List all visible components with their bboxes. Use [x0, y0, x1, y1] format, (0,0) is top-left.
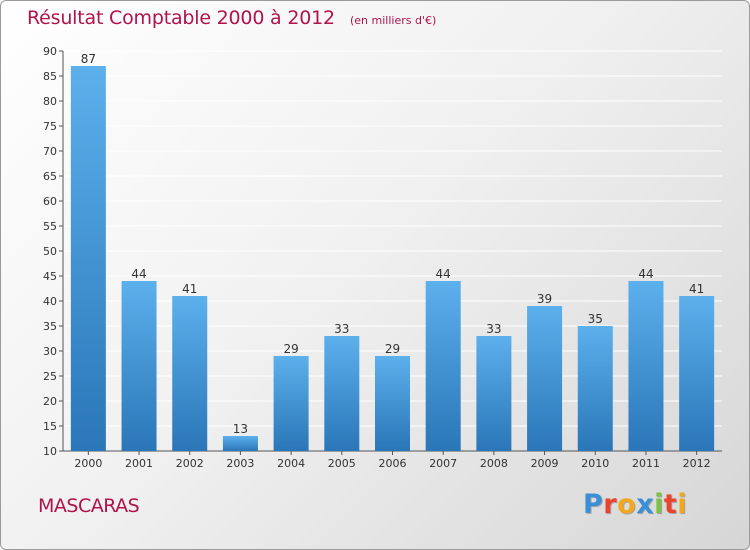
logo-letter: x [636, 489, 655, 520]
y-tick-label: 60 [43, 195, 57, 208]
logo-letter: i [677, 489, 688, 520]
x-tick-label: 2009 [531, 457, 559, 470]
value-label: 13 [233, 422, 248, 436]
y-tick-label: 85 [43, 70, 57, 83]
logo-letter: r [603, 489, 618, 520]
y-tick-label: 55 [43, 220, 57, 233]
logo-letter: t [663, 489, 678, 520]
bar [476, 336, 512, 451]
bar [679, 296, 715, 451]
bar [324, 336, 360, 451]
value-label: 44 [436, 267, 451, 281]
chart-title: Résultat Comptable 2000 à 2012 (en milli… [27, 7, 436, 29]
x-tick-label: 2008 [480, 457, 508, 470]
value-label: 44 [131, 267, 146, 281]
x-tick-label: 2004 [277, 457, 305, 470]
value-label: 29 [385, 342, 400, 356]
y-tick-label: 10 [43, 445, 57, 458]
y-tick-label: 80 [43, 95, 57, 108]
proxiti-logo: Proxiti [583, 489, 687, 520]
commune-name: MASCARAS [38, 495, 140, 517]
value-label: 39 [537, 292, 552, 306]
y-tick-label: 90 [43, 45, 57, 58]
y-tick-label: 20 [43, 395, 57, 408]
y-tick-label: 15 [43, 420, 57, 433]
x-tick-label: 2011 [632, 457, 660, 470]
x-tick-label: 2003 [226, 457, 254, 470]
value-label: 87 [81, 52, 96, 66]
x-tick-label: 2000 [74, 457, 102, 470]
y-tick-label: 45 [43, 270, 57, 283]
bar [577, 326, 613, 451]
value-label: 33 [486, 322, 501, 336]
y-tick-label: 70 [43, 145, 57, 158]
bar [121, 281, 157, 451]
logo-letter: P [583, 489, 604, 520]
bar [628, 281, 664, 451]
bar [222, 436, 258, 451]
bar [425, 281, 461, 451]
y-tick-label: 35 [43, 320, 57, 333]
value-label: 29 [283, 342, 298, 356]
y-tick-label: 40 [43, 295, 57, 308]
x-tick-label: 2007 [429, 457, 457, 470]
bar [375, 356, 410, 451]
bar [70, 66, 106, 451]
value-label: 35 [588, 312, 603, 326]
bar [527, 306, 563, 451]
x-tick-label: 2002 [176, 457, 204, 470]
x-tick-label: 2006 [379, 457, 407, 470]
x-tick-label: 2001 [125, 457, 153, 470]
y-tick-label: 75 [43, 120, 57, 133]
y-tick-label: 65 [43, 170, 57, 183]
value-label: 41 [182, 282, 197, 296]
y-tick-label: 50 [43, 245, 57, 258]
value-label: 41 [689, 282, 704, 296]
value-label: 44 [638, 267, 653, 281]
logo-letter: o [617, 489, 637, 520]
bar [273, 356, 309, 451]
chart-title-unit: (en milliers d'€) [349, 14, 437, 27]
bar [172, 296, 208, 451]
x-tick-label: 2005 [328, 457, 356, 470]
chart-title-main: Résultat Comptable 2000 à 2012 [27, 7, 335, 29]
y-tick-label: 25 [43, 370, 57, 383]
x-tick-label: 2010 [581, 457, 609, 470]
value-label: 33 [334, 322, 349, 336]
logo-letter: i [654, 489, 664, 520]
x-tick-label: 2012 [683, 457, 711, 470]
y-tick-label: 30 [43, 345, 57, 358]
